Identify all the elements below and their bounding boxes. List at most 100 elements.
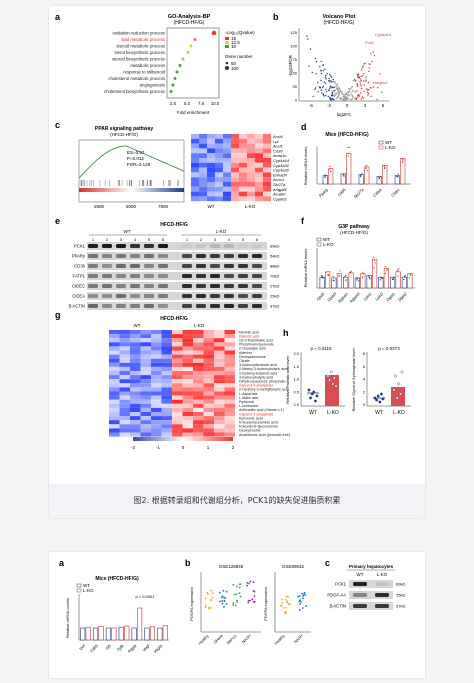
met-heat-cell — [193, 383, 204, 388]
gsea-heat-cell — [207, 158, 215, 163]
f2b-right-point — [299, 603, 302, 605]
gsea-heat-cell — [191, 177, 199, 182]
panel-f-legend-lko-swatch — [316, 242, 322, 247]
met-heat-cell — [140, 371, 151, 376]
met-heat-cell — [119, 338, 130, 343]
f2b-left-point — [253, 590, 256, 593]
blot-band — [238, 244, 248, 248]
blot-lane-5: 6 — [162, 237, 165, 242]
f2b-left-point — [233, 593, 236, 596]
gsea-group-wt: WT — [208, 204, 215, 209]
f2c-band — [375, 593, 389, 597]
volcano-point — [337, 86, 340, 88]
met-heat-cell — [214, 403, 225, 408]
bar-lko — [395, 271, 401, 289]
blot-band — [252, 294, 262, 298]
volcano-point — [355, 97, 357, 100]
point-wt — [404, 275, 406, 278]
met-heat-cell — [119, 383, 130, 388]
gsea-heat-cell — [191, 186, 199, 192]
panel-d-ylabel: Relative mRNA levels — [303, 147, 308, 185]
point-lko — [338, 275, 340, 277]
met-heat-cell — [130, 375, 141, 380]
panel-h-right-p: p = 0.0373 — [378, 346, 400, 351]
met-heat-cell — [172, 338, 183, 343]
met-heat-cell — [224, 350, 235, 355]
panel-f-subtitle: (HFCD-HF/G) — [340, 230, 368, 235]
volcano-point — [363, 72, 365, 75]
gsea-heat-cell — [231, 138, 239, 144]
met-heat-cell — [193, 366, 204, 371]
blot-band — [252, 304, 262, 308]
met-heat-cell — [140, 358, 151, 363]
f2c-band — [375, 582, 389, 586]
volcano-ticks: -6 -3 0 3 6 125 100 75 50 25 0 — [290, 30, 384, 108]
panel-h-left-lko: L-KO — [327, 410, 339, 416]
met-heat-cell — [224, 387, 235, 392]
met-heat-cell — [214, 330, 225, 335]
f2a-bar-lko — [149, 626, 156, 641]
gsea-heat-cell — [207, 143, 215, 149]
met-heat-cell — [214, 346, 225, 351]
gsea-heat-cell — [231, 172, 239, 178]
point-lko — [386, 269, 388, 272]
gsea-heat-cell — [239, 167, 247, 173]
h-left-ytick-1: 1.5 — [293, 364, 299, 369]
met-heat-cell — [161, 371, 172, 376]
metabolite-1: Palmitic acid — [239, 334, 259, 338]
volcano-point — [340, 91, 343, 93]
go-dots — [169, 30, 217, 93]
gsea-heat-cell — [199, 172, 207, 178]
metabolite-15: L-Aspartate — [239, 392, 258, 396]
blot-band — [144, 264, 154, 268]
gsea-heat-cell — [231, 158, 239, 163]
met-heat-cell — [203, 383, 214, 388]
f2b-left-point — [239, 583, 242, 586]
metabolite-8: 3-hydroxydecanoic acid — [239, 363, 277, 367]
gsea-heat-cell — [223, 196, 231, 202]
met-heat-cell — [193, 334, 204, 339]
f2b-right-point — [305, 605, 308, 608]
gsea-heat-cell — [255, 148, 263, 154]
panel-g-group-wt: WT — [134, 323, 141, 328]
met-heat-cell — [161, 399, 172, 404]
gsea-hit-lines — [80, 180, 179, 186]
gsea-heat-cell — [207, 162, 215, 168]
volcano-point — [357, 75, 359, 77]
point-lko — [362, 276, 364, 278]
met-heat-cell — [109, 412, 120, 417]
gsea-heat-cell — [199, 158, 207, 163]
met-heat-cell — [151, 330, 162, 335]
blot-band — [238, 254, 248, 258]
blot-strip-2 — [87, 262, 267, 270]
met-heat-cell — [193, 371, 204, 376]
gsea-heat-cell — [223, 191, 231, 197]
met-heat-cell — [161, 346, 172, 351]
bar-category-6: Dgat1 — [385, 291, 396, 302]
volcano-point — [335, 86, 338, 88]
blot-strip-5 — [87, 292, 267, 300]
gsea-heat-cell — [215, 186, 223, 192]
gsea-heat-cell — [207, 182, 215, 187]
panel-e-western: e HFCD-HF/G WT L-KO 1 2 3 4 5 6 1 2 3 4 5 6 PCK1 69k… — [55, 216, 279, 310]
point-lko — [384, 272, 387, 275]
volcano-point — [357, 97, 359, 99]
bar-wt — [319, 276, 325, 289]
f2a-category-3: Tgfb — [116, 643, 126, 653]
met-heat-cell — [119, 330, 130, 335]
gsea-heat-cell — [215, 162, 223, 168]
f2a-bar-wt — [92, 627, 99, 641]
volcano-xtick-2: 0 — [346, 103, 349, 108]
met-heat-cell — [182, 379, 193, 384]
blot-band — [88, 284, 98, 288]
met-heat-cell — [140, 428, 151, 433]
point-wt — [378, 177, 381, 179]
panel-b-letter: b — [273, 12, 279, 22]
go-term-5: metabolic process — [130, 63, 165, 68]
gsea-gene-8: Ehhadh — [273, 172, 288, 177]
gsea-heat-cell — [207, 177, 215, 182]
blot-band — [116, 244, 126, 248]
go-term-7: cholesterol metabolic process — [108, 76, 165, 81]
point-wt — [391, 278, 394, 280]
blot-lane-0: 1 — [92, 237, 95, 242]
